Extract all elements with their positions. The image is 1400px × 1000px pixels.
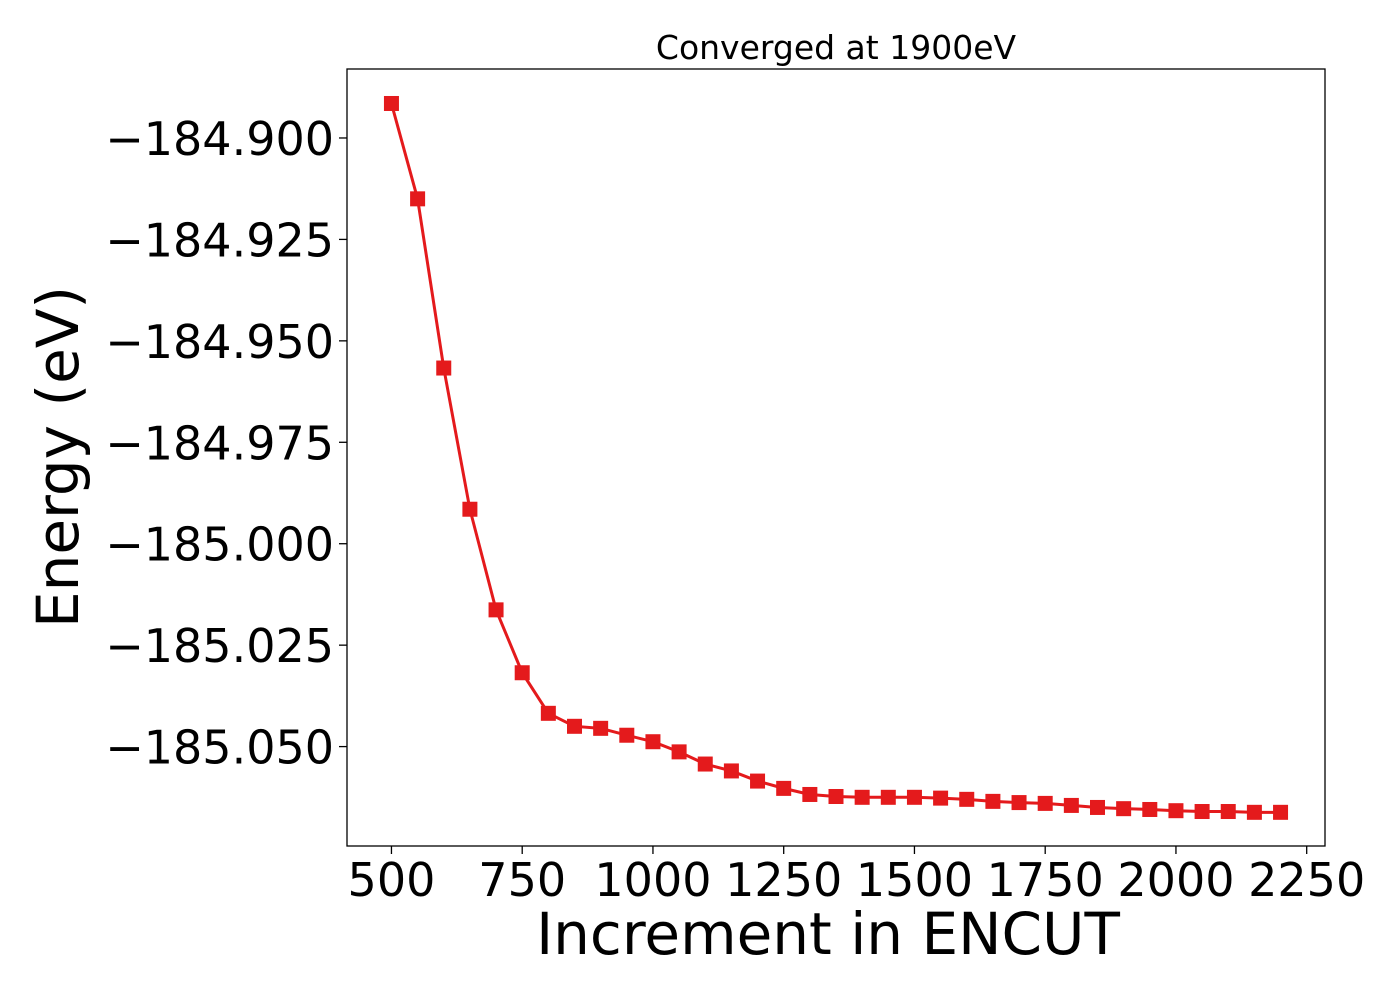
data-point-marker xyxy=(1011,795,1027,811)
x-tick-label: 500 xyxy=(348,853,436,907)
data-point-marker xyxy=(1142,801,1158,817)
data-point-marker xyxy=(593,720,609,736)
y-axis: −184.900 −184.925 −184.950 −184.975 −185.000… xyxy=(105,112,347,775)
x-axis: 500 750 1000 1250 1500 1750 2000 2250 xyxy=(348,846,1365,907)
x-axis-title: Increment in ENCUT xyxy=(536,900,1120,968)
y-tick-label: −184.925 xyxy=(105,213,334,267)
x-tick-label: 750 xyxy=(478,853,566,907)
data-point-marker xyxy=(488,602,504,618)
x-tick-label: 1250 xyxy=(725,853,842,907)
data-point-marker xyxy=(802,786,818,802)
data-point-marker xyxy=(697,756,713,772)
y-tick-label: −184.900 xyxy=(105,112,334,166)
data-point-marker xyxy=(1063,797,1079,813)
data-point-marker xyxy=(540,705,556,721)
plot-area-frame xyxy=(346,68,1326,847)
y-tick-label: −185.025 xyxy=(105,619,334,673)
x-tick-label: 1000 xyxy=(594,853,711,907)
energy-series-line xyxy=(390,103,1281,814)
data-point-marker xyxy=(514,665,530,681)
y-tick-label: −185.050 xyxy=(105,721,334,775)
y-tick-label: −185.000 xyxy=(105,518,334,572)
y-tick-label: −184.950 xyxy=(105,315,334,369)
data-point-marker xyxy=(828,788,844,804)
chart-title: Converged at 1900eV xyxy=(656,28,1017,67)
data-point-marker xyxy=(1116,801,1132,817)
data-point-marker xyxy=(906,789,922,805)
x-tick-label: 2000 xyxy=(1117,853,1234,907)
data-point-marker xyxy=(933,790,949,806)
x-tick-label: 1500 xyxy=(856,853,973,907)
data-point-marker xyxy=(1220,804,1236,820)
data-point-marker xyxy=(985,793,1001,809)
energy-series-markers xyxy=(383,95,1289,820)
data-point-marker xyxy=(880,789,896,805)
data-point-marker xyxy=(671,744,687,760)
data-point-marker xyxy=(854,789,870,805)
y-tick-label: −184.975 xyxy=(105,416,334,470)
data-point-marker xyxy=(383,95,399,111)
data-point-marker xyxy=(567,718,583,734)
x-tick-label: 2250 xyxy=(1248,853,1365,907)
data-point-marker xyxy=(1194,804,1210,820)
data-point-marker xyxy=(776,780,792,796)
data-point-marker xyxy=(645,734,661,750)
data-point-marker xyxy=(723,763,739,779)
data-point-marker xyxy=(1168,803,1184,819)
data-point-marker xyxy=(436,360,452,376)
data-point-marker xyxy=(959,791,975,807)
data-point-marker xyxy=(410,191,426,207)
y-axis-title: Energy (eV) xyxy=(24,286,92,628)
x-tick-label: 1750 xyxy=(987,853,1104,907)
data-point-marker xyxy=(462,501,478,517)
data-point-marker xyxy=(1273,804,1289,820)
data-point-marker xyxy=(1089,799,1105,815)
data-point-marker xyxy=(750,773,766,789)
data-point-marker xyxy=(619,727,635,743)
data-point-marker xyxy=(1037,795,1053,811)
data-point-marker xyxy=(1246,804,1262,820)
